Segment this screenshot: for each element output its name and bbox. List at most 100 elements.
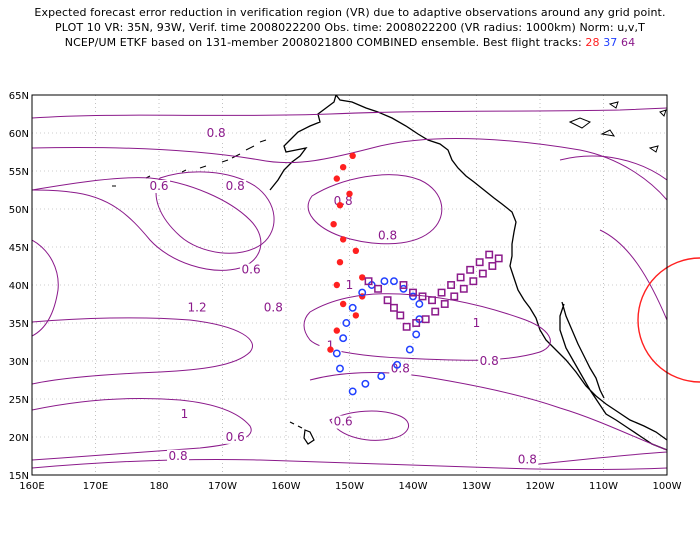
contour-label: 1 (346, 278, 354, 292)
track-64-point (456, 273, 465, 282)
contour-label-bg (338, 278, 361, 292)
contour-label-bg (173, 408, 196, 421)
lon-tick-label: 170W (208, 481, 237, 492)
verification-region-circle (637, 257, 700, 383)
track-64-point (412, 319, 421, 327)
track-37-point (342, 319, 351, 327)
track-64-point (421, 315, 430, 324)
contour-label-bg (332, 415, 355, 429)
track-28-point (359, 274, 366, 281)
contour-line (519, 451, 667, 467)
track-37-point (358, 288, 367, 297)
contour-label-bg (205, 126, 228, 140)
contour-label: 0.8 (264, 301, 283, 315)
contour-line (303, 293, 551, 361)
lon-tick-label: 120W (526, 481, 555, 492)
lon-tick-label: 160W (272, 481, 301, 492)
track-28-point (333, 175, 340, 182)
contour-label-bg (516, 453, 539, 467)
track-28-point (336, 202, 344, 209)
lon-tick-label: 140W (399, 481, 428, 492)
lat-tick-label: 20N (9, 433, 29, 444)
contour-label-bg (186, 301, 209, 315)
contour-label: 0.8 (226, 179, 245, 193)
track-28-point (327, 346, 334, 353)
contour-label: 0.6 (226, 430, 245, 444)
map-title-prefix: NCEP/UM ETKF based on 131-member 2008021… (64, 36, 582, 49)
contour-labels: 0.8 0.8 0.6 0.8 0.8 0.6 1.2 0.8 1 1 1 0.8 0.8 1 0.6 0.6… (148, 126, 539, 467)
contour-label-bg (319, 339, 342, 353)
map-title-line-2: PLOT 10 VR: 35N, 93W, Verif. time 200802… (55, 21, 645, 34)
contour-line (32, 317, 253, 385)
track-64-point (431, 307, 440, 316)
track-64-point (437, 288, 446, 297)
track-28-label: 28 (585, 36, 600, 49)
contour-label-bg (167, 449, 190, 463)
track-37-point (332, 349, 341, 358)
track-64-point (494, 254, 503, 263)
contour-label-bg (478, 354, 501, 368)
lat-tick-label: 40N (9, 281, 29, 292)
track-28-point (336, 259, 344, 266)
contour-line (32, 458, 667, 470)
lat-tick-label: 50N (9, 205, 29, 216)
contour-line (599, 229, 667, 321)
flight-tracks (327, 152, 503, 396)
contour-label: 1.2 (188, 301, 207, 315)
track-37-point (377, 372, 386, 381)
contour-line (32, 397, 252, 461)
arctic-islands (568, 101, 667, 153)
contour-label-bg (465, 316, 488, 330)
grid-lines (32, 95, 667, 475)
track-64-point (466, 265, 475, 274)
contour-label: 0.8 (378, 228, 397, 242)
track-37-point (415, 300, 424, 308)
lat-tick-label: 30N (9, 357, 29, 368)
contour-line (32, 239, 59, 337)
track-37-point (336, 364, 344, 373)
map-title-line-1: Expected forecast error reduction in ver… (34, 6, 666, 19)
contour-label: 0.8 (207, 126, 226, 140)
hawaii-islands (289, 421, 315, 445)
plot-frame (31, 94, 668, 476)
contour-label: 0.6 (242, 263, 261, 277)
contour-line (32, 177, 262, 271)
contour-label-bg (240, 263, 263, 277)
contour-label: 0.8 (391, 361, 410, 375)
contour-line (155, 171, 275, 254)
track-37-point (393, 360, 402, 369)
contour-label: 0.8 (169, 449, 188, 463)
north-america-coastline (269, 95, 667, 451)
track-28-point (346, 190, 353, 197)
track-28-point (352, 247, 360, 254)
track-28-point (349, 152, 356, 159)
contour-label-bg (224, 430, 247, 444)
contour-label-bg (148, 180, 170, 193)
track-37-point (348, 303, 357, 312)
track-37-point (380, 277, 389, 286)
track-64-point (402, 322, 411, 331)
contour-label: 0.6 (334, 415, 353, 429)
contour-label-bg (262, 301, 285, 315)
track-28-point (339, 164, 347, 171)
lat-tick-label: 35N (9, 319, 29, 330)
contour-label: 1 (473, 316, 481, 330)
coastline-layer (112, 95, 667, 451)
lat-tick-label: 60N (9, 129, 29, 140)
track-28-point (339, 236, 347, 243)
lat-tick-label: 55N (9, 167, 29, 178)
contour-line (329, 410, 409, 441)
track-64-point (469, 277, 478, 286)
track-64-point (447, 281, 456, 289)
contour-label: 1 (181, 407, 189, 421)
contour-layer (32, 107, 667, 470)
track-64-point (440, 300, 449, 308)
track-37-label: 37 (603, 36, 618, 49)
contour-line (559, 155, 667, 181)
track-64-point (485, 250, 494, 259)
track-37-point (390, 277, 398, 286)
track-64-point (418, 292, 427, 301)
track-64-label: 64 (621, 36, 636, 49)
